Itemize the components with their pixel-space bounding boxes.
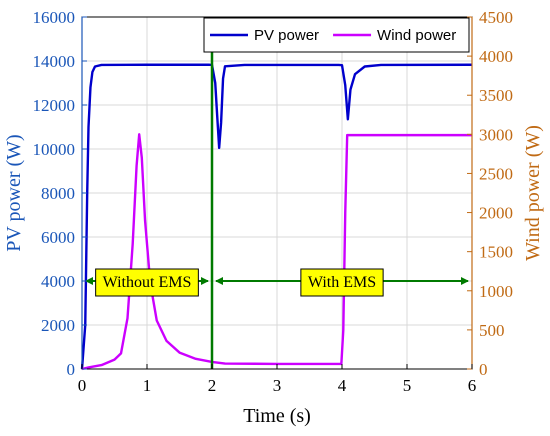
left-tick-label: 12000 xyxy=(33,96,76,115)
right-tick-label: 3000 xyxy=(479,125,513,144)
right-tick-label: 2000 xyxy=(479,204,513,223)
right-tick-label: 500 xyxy=(479,321,505,340)
annotation-box xyxy=(95,268,199,297)
left-tick-label: 4000 xyxy=(41,272,75,291)
annotation-label: Without EMS xyxy=(103,274,192,291)
left-tick-label: 8000 xyxy=(41,184,75,203)
right-tick-label: 3500 xyxy=(479,86,513,105)
x-tick-label: 6 xyxy=(468,376,477,395)
series-line-pv-power xyxy=(80,63,473,370)
annotations: Without EMS With EMS xyxy=(85,268,469,297)
left-tick-label: 16000 xyxy=(33,8,76,27)
x-tick-label: 1 xyxy=(143,376,152,395)
legend-label: PV power xyxy=(254,27,319,44)
left-tick-label: 2000 xyxy=(41,316,75,335)
annotation-label: With EMS xyxy=(308,274,376,291)
right-axis-title: Wind power (W) xyxy=(522,125,544,261)
left-tick-label: 10000 xyxy=(33,140,76,159)
annotation-box xyxy=(300,268,384,297)
right-axis-ticks: 0 500 1000 1500 2000 2500 3000 3500 4000 4500 xyxy=(467,8,513,379)
left-tick-label: 0 xyxy=(67,360,76,379)
series-layer xyxy=(80,63,473,371)
legend: PV power Wind power xyxy=(203,17,470,53)
right-tick-label: 4500 xyxy=(479,8,513,27)
x-tick-label: 3 xyxy=(273,376,282,395)
x-tick-label: 2 xyxy=(208,376,217,395)
x-axis-ticks: 0 1 2 3 4 5 6 xyxy=(78,364,477,395)
series-line-wind-power xyxy=(81,133,472,371)
left-tick-label: 6000 xyxy=(41,228,75,247)
x-tick-label: 4 xyxy=(338,376,347,395)
right-tick-label: 2500 xyxy=(479,164,513,183)
left-axis-title: PV power (W) xyxy=(3,134,25,251)
right-tick-label: 4000 xyxy=(479,47,513,66)
right-tick-label: 0 xyxy=(479,360,488,379)
right-tick-label: 1000 xyxy=(479,282,513,301)
x-tick-label: 5 xyxy=(403,376,412,395)
right-tick-label: 1500 xyxy=(479,243,513,262)
left-axis-ticks: 0 2000 4000 6000 8000 10000 12000 14000 16000 xyxy=(33,8,87,379)
x-tick-label: 0 xyxy=(78,376,87,395)
x-axis-title: Time (s) xyxy=(243,405,311,427)
legend-label: Wind power xyxy=(377,27,456,44)
left-tick-label: 14000 xyxy=(33,52,76,71)
